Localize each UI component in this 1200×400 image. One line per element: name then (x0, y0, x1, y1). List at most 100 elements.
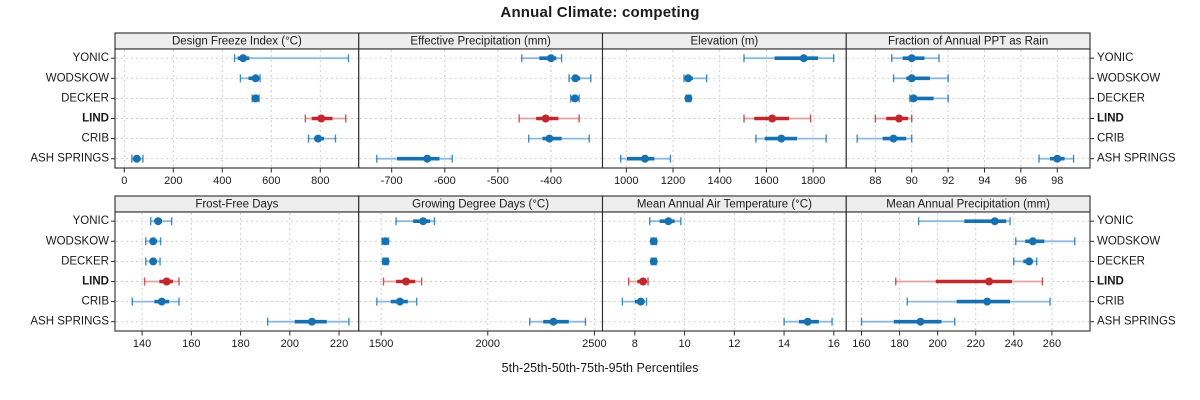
median-dot (419, 217, 428, 226)
median-dot (777, 134, 786, 143)
median-dot (402, 277, 411, 286)
site-label-left: WODSKOW (46, 72, 109, 84)
axis-tick-label: 90 (906, 175, 918, 187)
site-label-left: ASH SPRINGS (30, 153, 109, 165)
median-dot (1053, 154, 1062, 163)
median-dot (907, 74, 916, 83)
site-label-left: ASH SPRINGS (30, 316, 109, 328)
median-dot (545, 134, 554, 143)
axis-tick-label: 94 (978, 175, 990, 187)
panel-frame (114, 48, 360, 169)
median-dot (149, 257, 158, 266)
axis-tick-label: 88 (869, 175, 881, 187)
axis-tick-label: 200 (281, 338, 299, 350)
median-dot (546, 54, 555, 63)
chart-title: Annual Climate: competing (500, 4, 700, 21)
median-dot (768, 114, 777, 123)
median-dot (549, 317, 558, 326)
site-label-right: DECKER (1097, 92, 1145, 104)
strip-title: Mean Annual Precipitation (mm) (886, 199, 1050, 211)
axis-tick-label: 220 (967, 338, 985, 350)
strip-title: Fraction of Annual PPT as Rain (888, 36, 1048, 48)
site-label-right: ASH SPRINGS (1097, 153, 1176, 165)
panel-frame (601, 211, 847, 332)
axis-tick-label: 1500 (369, 338, 393, 350)
site-label-left: LIND (82, 276, 109, 288)
median-dot (157, 297, 166, 306)
median-dot (907, 54, 916, 63)
strip-title: Mean Annual Air Temperature (°C) (637, 199, 812, 211)
axis-tick-label: -400 (540, 175, 562, 187)
axis-tick-label: 600 (262, 175, 280, 187)
strip-title: Effective Precipitation (mm) (410, 36, 551, 48)
axis-tick-label: 180 (890, 338, 908, 350)
axis-tick-label: 140 (133, 338, 151, 350)
axis-tick-label: 220 (330, 338, 348, 350)
median-dot (381, 257, 390, 266)
median-dot (1028, 237, 1037, 246)
axis-tick-label: 2000 (476, 338, 500, 350)
site-label-right: YONIC (1097, 52, 1133, 64)
median-dot (639, 277, 648, 286)
axis-tick-label: -600 (434, 175, 456, 187)
axis-tick-label: 160 (182, 338, 200, 350)
site-label-right: ASH SPRINGS (1097, 316, 1176, 328)
median-dot (154, 217, 163, 226)
panel-frame (358, 48, 604, 169)
axis-tick-label: 200 (928, 338, 946, 350)
axis-tick-label: 1200 (661, 175, 685, 187)
median-dot (570, 94, 579, 103)
median-dot (314, 134, 323, 143)
median-dot (1025, 257, 1034, 266)
site-label-right: LIND (1097, 113, 1124, 125)
axis-tick-label: 1800 (801, 175, 825, 187)
panel-frame (845, 48, 1091, 169)
median-dot (381, 237, 390, 246)
axis-tick-label: 160 (852, 338, 870, 350)
axis-tick-label: 240 (1005, 338, 1023, 350)
median-dot (799, 54, 808, 63)
axis-tick-label: 1400 (707, 175, 731, 187)
site-label-left: YONIC (73, 52, 109, 64)
site-label-right: WODSKOW (1097, 235, 1160, 247)
axis-tick-label: 180 (231, 338, 249, 350)
panel-frame (601, 48, 847, 169)
median-dot (895, 114, 904, 123)
median-dot (149, 237, 158, 246)
axis-tick-label: 1000 (614, 175, 638, 187)
median-dot (990, 217, 999, 226)
median-dot (649, 237, 658, 246)
median-dot (889, 134, 898, 143)
site-label-left: LIND (82, 113, 109, 125)
median-dot (132, 154, 141, 163)
axis-tick-label: -500 (487, 175, 509, 187)
median-dot (395, 297, 404, 306)
median-dot (317, 114, 326, 123)
axis-tick-label: -700 (381, 175, 403, 187)
panel-frame (358, 211, 604, 332)
panel-frame (114, 211, 360, 332)
axis-tick-label: 96 (1015, 175, 1027, 187)
strip-title: Design Freeze Index (°C) (172, 36, 302, 48)
axis-tick-label: 260 (1043, 338, 1061, 350)
site-label-right: WODSKOW (1097, 72, 1160, 84)
axis-tick-label: 10 (678, 338, 690, 350)
median-dot (803, 317, 812, 326)
axis-tick-label: 16 (828, 338, 840, 350)
axis-tick-label: 98 (1051, 175, 1063, 187)
axis-tick-label: 400 (213, 175, 231, 187)
median-dot (983, 297, 992, 306)
axis-tick-label: 12 (728, 338, 740, 350)
panel-frame (845, 211, 1091, 332)
median-dot (307, 317, 316, 326)
axis-tick-label: 14 (778, 338, 790, 350)
median-dot (640, 154, 649, 163)
strip-title: Elevation (m) (691, 36, 759, 48)
axis-tick-label: 92 (942, 175, 954, 187)
site-label-left: DECKER (61, 92, 109, 104)
median-dot (649, 257, 658, 266)
median-dot (571, 74, 580, 83)
axis-tick-label: 800 (311, 175, 329, 187)
